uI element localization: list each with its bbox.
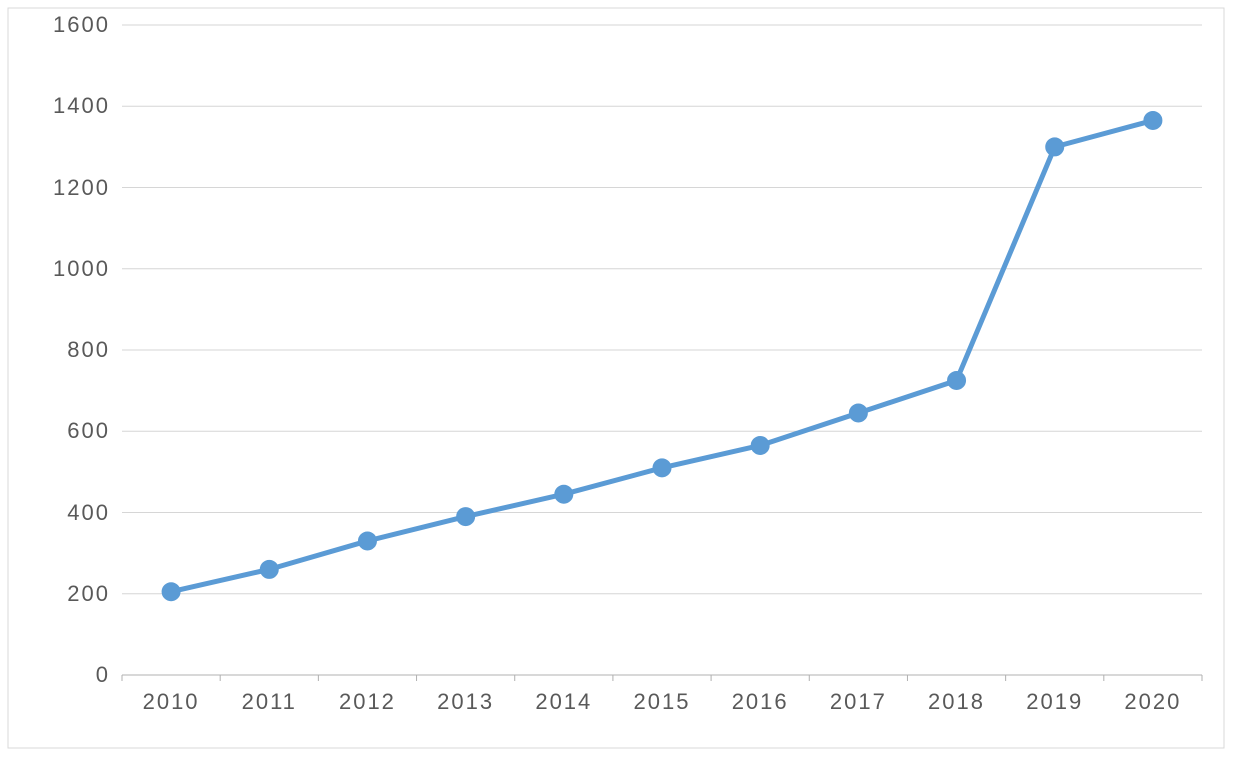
x-tick-label: 2016 bbox=[732, 689, 789, 715]
chart-svg bbox=[0, 0, 1234, 758]
y-tick-label: 200 bbox=[67, 581, 110, 607]
x-tick-label: 2017 bbox=[830, 689, 887, 715]
x-tick-label: 2010 bbox=[143, 689, 200, 715]
y-tick-label: 800 bbox=[67, 337, 110, 363]
x-tick-label: 2012 bbox=[339, 689, 396, 715]
y-tick-label: 600 bbox=[67, 418, 110, 444]
y-tick-label: 1200 bbox=[53, 175, 110, 201]
x-tick-label: 2018 bbox=[928, 689, 985, 715]
y-tick-label: 1400 bbox=[53, 93, 110, 119]
x-tick-label: 2015 bbox=[634, 689, 691, 715]
y-tick-label: 1600 bbox=[53, 12, 110, 38]
x-tick-label: 2013 bbox=[437, 689, 494, 715]
y-tick-label: 400 bbox=[67, 500, 110, 526]
x-tick-label: 2020 bbox=[1124, 689, 1181, 715]
x-tick-label: 2014 bbox=[535, 689, 592, 715]
x-tick-label: 2011 bbox=[242, 689, 297, 715]
x-tick-label: 2019 bbox=[1026, 689, 1083, 715]
line-chart: 0 200 400 600 800 1000 1200 1400 1600 2010 2011 201… bbox=[0, 0, 1234, 758]
y-tick-label: 0 bbox=[96, 662, 110, 688]
y-tick-label: 1000 bbox=[53, 256, 110, 282]
